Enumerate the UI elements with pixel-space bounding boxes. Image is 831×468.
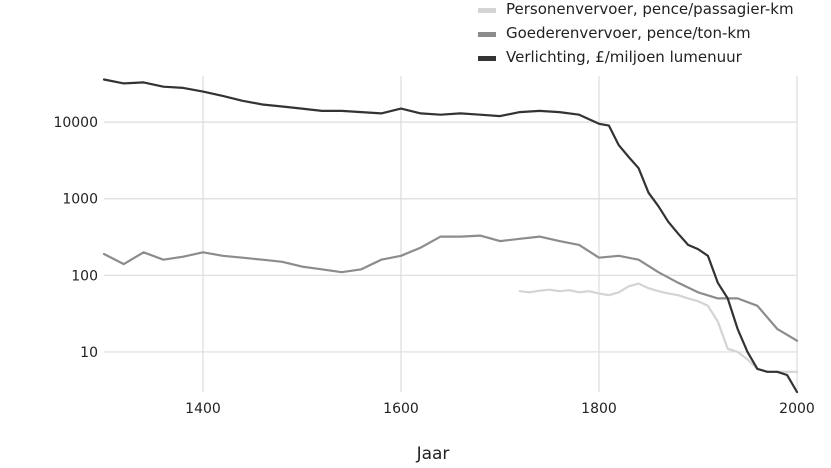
- x-tick-label: 1600: [383, 401, 419, 417]
- series-line-0: [518, 282, 799, 373]
- series-line-1: [102, 234, 799, 342]
- legend-label: Goederenvervoer, pence/ton-km: [506, 24, 751, 42]
- x-tick-label: 1400: [185, 401, 221, 417]
- grid: [104, 76, 798, 392]
- y-tick-label: 10000: [53, 115, 98, 131]
- legend-swatch: [478, 32, 496, 37]
- x-tick-label: 2000: [779, 401, 815, 417]
- series-line-2: [102, 78, 799, 394]
- legend-swatch: [478, 8, 496, 13]
- legend-label: Personenvervoer, pence/passagier-km: [506, 0, 794, 18]
- series-layer: [102, 78, 799, 394]
- x-tick-label: 1800: [581, 401, 617, 417]
- tick-labels: 1400 1600 1800 2000 10 100 1000 10000: [53, 115, 814, 417]
- x-axis-label: Jaar: [416, 444, 450, 464]
- legend-swatch: [478, 56, 496, 61]
- y-tick-label: 10: [80, 345, 98, 361]
- y-tick-label: 1000: [62, 192, 98, 208]
- y-tick-label: 100: [71, 268, 98, 284]
- legend: Personenvervoer, pence/passagier-km Goede…: [478, 0, 794, 66]
- legend-label: Verlichting, £/miljoen lumenuur: [506, 48, 743, 66]
